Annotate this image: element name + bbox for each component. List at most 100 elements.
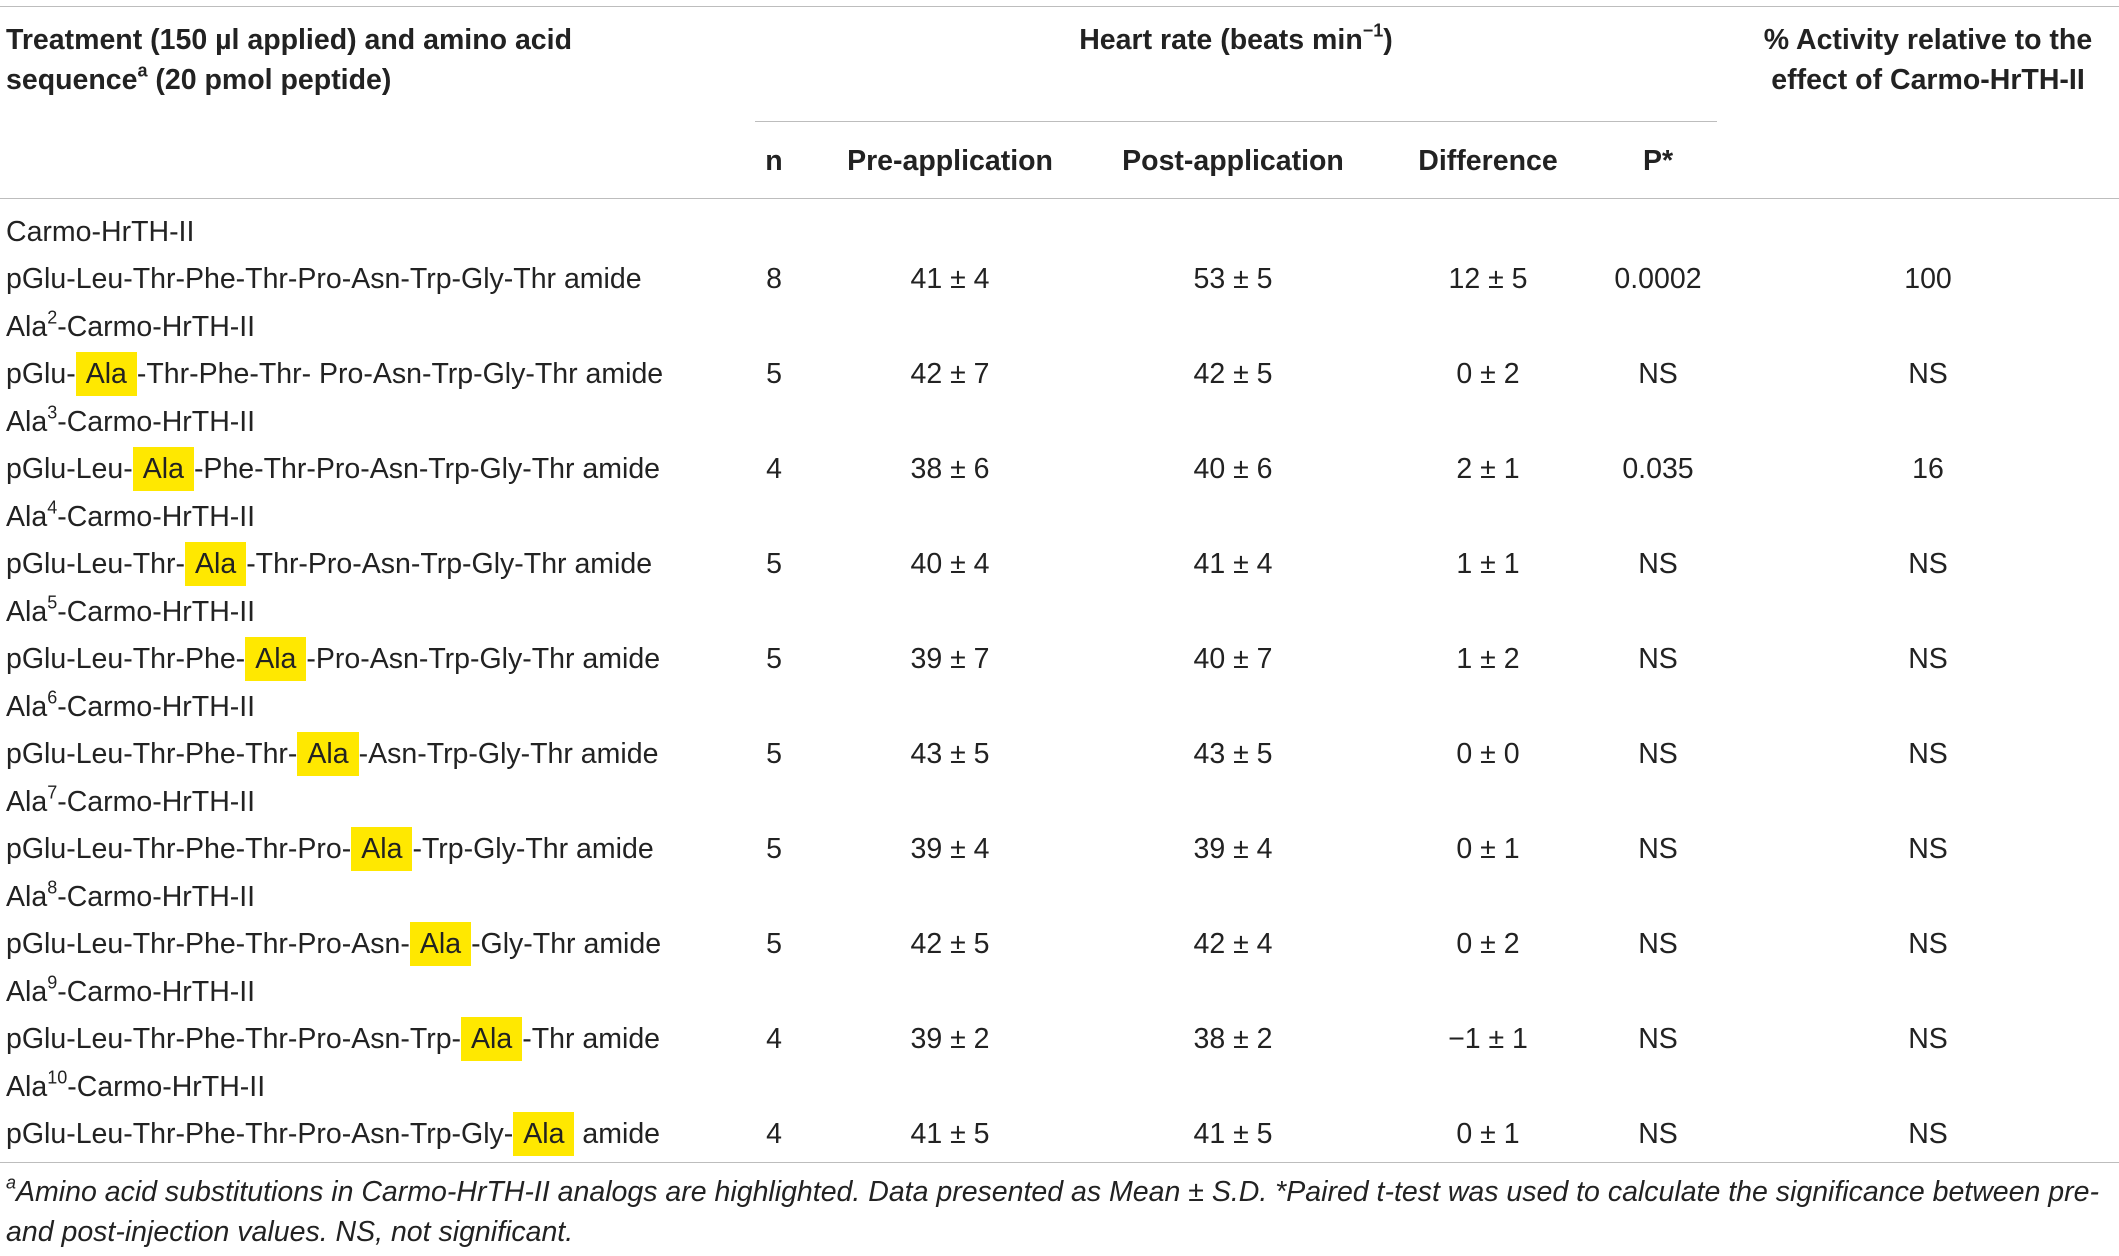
cell-activity: 100 (1904, 263, 1952, 295)
cell-pre-application: 39 ± 2 (910, 1023, 990, 1055)
cell-post-application: 39 ± 4 (1193, 833, 1273, 865)
cell-p-value: NS (1638, 928, 1678, 960)
highlighted-substitution: Ala (513, 1112, 575, 1156)
cell-n: 5 (766, 548, 782, 580)
amino-acid-sequence: pGlu-Leu-Thr- Ala -Thr-Pro-Asn-Trp-Gly-Thr… (6, 542, 653, 586)
cell-n: 5 (766, 643, 782, 675)
table-top-rule (0, 6, 2119, 7)
amino-acid-sequence: pGlu-Leu- Ala -Phe-Thr-Pro-Asn-Trp-Gly-Thr… (6, 447, 661, 491)
cell-activity: NS (1908, 833, 1948, 865)
cell-p-value: 0.035 (1622, 453, 1694, 485)
cell-p-value: NS (1638, 358, 1678, 390)
amino-acid-sequence: pGlu-Leu-Thr-Phe-Thr-Pro- Ala -Trp-Gly-Thr… (6, 827, 654, 871)
cell-n: 4 (766, 1118, 782, 1150)
peptide-name: Ala2-Carmo-HrTH-II (6, 307, 255, 347)
amino-acid-sequence: pGlu- Ala -Thr-Phe-Thr- Pro-Asn-Trp-Gly-Th… (6, 352, 663, 396)
peptide-name-suffix: -Carmo-HrTH-II (57, 596, 256, 628)
peptide-name-prefix: Ala (6, 691, 48, 723)
heart-rate-group-header: Heart rate (beats min−1) (1079, 20, 1393, 56)
peptide-name: Ala10-Carmo-HrTH-II (6, 1067, 265, 1107)
cell-n: 4 (766, 453, 782, 485)
cell-post-application: 42 ± 4 (1193, 928, 1273, 960)
residue-position: 5 (47, 592, 58, 613)
peptide-name-prefix: Ala (6, 596, 48, 628)
peptide-name: Carmo-HrTH-II (6, 212, 194, 252)
sequence-prefix: pGlu-Leu-Thr-Phe-Thr-Pro-Asn- (6, 928, 410, 960)
column-header-difference: Difference (1418, 145, 1558, 177)
cell-activity: NS (1908, 928, 1948, 960)
activity-column-header: % Activity relative to the effect of Car… (1763, 24, 2093, 96)
peptide-name-prefix: Ala (6, 1071, 48, 1103)
cell-activity: NS (1908, 548, 1948, 580)
peptide-name-suffix: -Carmo-HrTH-II (57, 976, 256, 1008)
sequence-suffix: amide (574, 1118, 661, 1150)
sequence-suffix: -Thr amide (522, 1023, 661, 1055)
residue-position: 7 (47, 782, 58, 803)
cell-activity: NS (1908, 1023, 1948, 1055)
cell-post-application: 43 ± 5 (1193, 738, 1273, 770)
residue-position: 8 (47, 877, 58, 898)
cell-difference: −1 ± 1 (1448, 1023, 1528, 1055)
highlighted-substitution: Ala (184, 542, 247, 586)
cell-n: 5 (766, 738, 782, 770)
cell-activity: NS (1908, 738, 1948, 770)
cell-difference: 12 ± 5 (1448, 263, 1528, 295)
peptide-name-prefix: Ala (6, 501, 48, 533)
sequence-prefix: pGlu-Leu-Thr-Phe- (6, 643, 246, 675)
cell-n: 5 (766, 358, 782, 390)
cell-pre-application: 39 ± 4 (910, 833, 990, 865)
highlighted-substitution: Ala (245, 637, 307, 681)
cell-pre-application: 42 ± 5 (910, 928, 990, 960)
peptide-name-suffix: -Carmo-HrTH-II (57, 311, 256, 343)
cell-difference: 0 ± 2 (1456, 358, 1520, 390)
table-bottom-rule (0, 1162, 2119, 1163)
cell-p-value: NS (1638, 833, 1678, 865)
peptide-name-prefix: Ala (6, 976, 48, 1008)
peptide-name-suffix: -Carmo-HrTH-II (57, 501, 256, 533)
peptide-name-prefix: Ala (6, 311, 48, 343)
peptide-name-suffix: -Carmo-HrTH-II (57, 406, 256, 438)
peptide-name: Ala3-Carmo-HrTH-II (6, 402, 255, 442)
cell-p-value: NS (1638, 1023, 1678, 1055)
cell-difference: 0 ± 1 (1456, 1118, 1520, 1150)
cell-difference: 2 ± 1 (1456, 453, 1520, 485)
cell-pre-application: 43 ± 5 (910, 738, 990, 770)
column-header-post-application: Post-application (1122, 145, 1344, 177)
peptide-name: Ala8-Carmo-HrTH-II (6, 877, 255, 917)
header-bottom-rule (0, 198, 2119, 199)
peptide-name-suffix: -Carmo-HrTH-II (57, 691, 256, 723)
highlighted-substitution: Ala (351, 827, 413, 871)
heart-rate-group-rule (755, 121, 1717, 122)
cell-post-application: 38 ± 2 (1193, 1023, 1273, 1055)
cell-post-application: 40 ± 7 (1193, 643, 1273, 675)
column-header-pre-application: Pre-application (847, 145, 1053, 177)
cell-difference: 0 ± 0 (1456, 738, 1520, 770)
sequence-prefix: pGlu-Leu-Thr-Phe-Thr-Pro-Asn-Trp-Gly- (6, 1118, 514, 1150)
sequence-suffix: -Pro-Asn-Trp-Gly-Thr amide (306, 643, 661, 675)
cell-post-application: 41 ± 4 (1193, 548, 1273, 580)
amino-acid-sequence: pGlu-Leu-Thr-Phe- Ala -Pro-Asn-Trp-Gly-Thr… (6, 637, 661, 681)
cell-difference: 1 ± 1 (1456, 548, 1520, 580)
peptide-name-prefix: Ala (6, 406, 48, 438)
sequence-suffix: -Thr-Pro-Asn-Trp-Gly-Thr amide (246, 548, 653, 580)
peptide-name-suffix: Carmo-HrTH-II (6, 216, 195, 248)
amino-acid-sequence: pGlu-Leu-Thr-Phe-Thr-Pro-Asn-Trp-Gly-Thr… (6, 259, 642, 299)
peptide-name-prefix: Ala (6, 786, 48, 818)
sequence-prefix: pGlu-Leu-Thr- (6, 548, 185, 580)
peptide-name: Ala9-Carmo-HrTH-II (6, 972, 255, 1012)
sequence-prefix: pGlu-Leu-Thr-Phe-Thr-Pro- (6, 833, 352, 865)
cell-n: 5 (766, 928, 782, 960)
cell-p-value: 0.0002 (1614, 263, 1702, 295)
footnote-text: Amino acid substitutions in Carmo-HrTH-I… (6, 1176, 2099, 1248)
cell-pre-application: 41 ± 4 (910, 263, 990, 295)
sequence-suffix: -Phe-Thr-Pro-Asn-Trp-Gly-Thr amide (193, 453, 661, 485)
residue-position: 4 (47, 497, 58, 518)
peptide-name: Ala4-Carmo-HrTH-II (6, 497, 255, 537)
cell-activity: NS (1908, 643, 1948, 675)
sequence-prefix: pGlu-Leu- (6, 453, 133, 485)
cell-p-value: NS (1638, 1118, 1678, 1150)
cell-pre-application: 40 ± 4 (910, 548, 990, 580)
sequence-prefix: pGlu-Leu-Thr-Phe-Thr-Pro-Asn-Trp-Gly-Thr… (6, 263, 642, 295)
peptide-name: Ala6-Carmo-HrTH-II (6, 687, 255, 727)
cell-pre-application: 39 ± 7 (910, 643, 990, 675)
